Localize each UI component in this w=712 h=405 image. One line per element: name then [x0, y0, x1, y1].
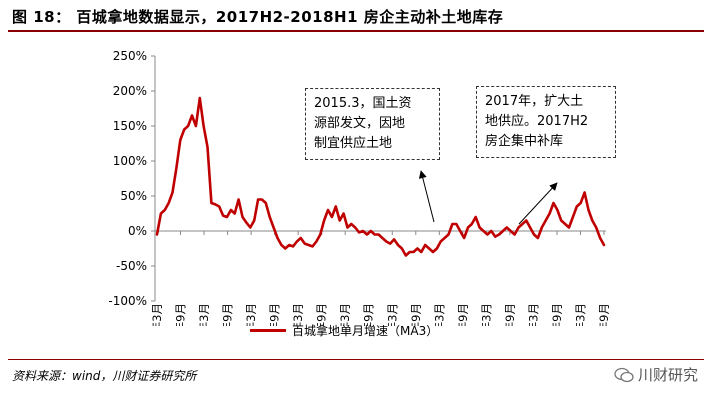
x-tick-label: 2011年3月: [244, 303, 258, 326]
x-tick-label: 2015年3月: [432, 303, 446, 326]
y-tick-label: 0%: [128, 224, 147, 238]
figure-title: 图 18： 百城拿地数据显示，2017H2-2018H1 房企主动补土地库存: [12, 8, 504, 26]
y-tick-label: 250%: [113, 49, 147, 63]
x-tick-label: 2012年3月: [291, 303, 305, 326]
x-tick-label: 2014年3月: [385, 303, 399, 326]
x-tick-label: 2010年3月: [197, 303, 211, 326]
watermark-text: 川财研究: [637, 366, 698, 384]
x-tick-label: 2017年3月: [526, 303, 540, 326]
x-tick-label: 2014年9月: [409, 303, 423, 326]
x-tick-label: 2010年9月: [221, 303, 235, 326]
x-tick-label: 2016年3月: [479, 303, 493, 326]
footer-divider: [8, 359, 704, 360]
legend-swatch: [250, 329, 286, 332]
wechat-icon: [614, 367, 634, 382]
watermark: 川财研究: [614, 364, 698, 385]
series-line: [155, 96, 606, 257]
chart-legend: 百城拿地单月增速（MA3）: [250, 322, 438, 339]
x-tick-label: 2011年9月: [268, 303, 282, 326]
title-divider: [8, 30, 704, 32]
x-tick-label: 2013年9月: [362, 303, 376, 326]
x-tick-label: 2015年9月: [456, 303, 470, 326]
annotation-arrow-2017: [518, 182, 558, 225]
line-chart: -100% -50% 0% 50% 100% 150% 200% 250% 2009年3月 200…: [108, 49, 611, 326]
y-tick-label: 150%: [113, 119, 147, 133]
annotation-2015-policy: 2015.3，国土资 源部发文，因地 制宜供应土地: [305, 88, 440, 160]
x-tick-label: 2018年3月: [573, 303, 587, 326]
x-tick-label: 2018年9月: [597, 303, 611, 326]
y-tick-label: -100%: [108, 294, 147, 308]
x-tick-label: 2017年9月: [550, 303, 564, 326]
x-tick-label: 2013年3月: [338, 303, 352, 326]
y-tick-label: 50%: [120, 189, 147, 203]
source-note: 资料来源：wind，川财证券研究所: [12, 369, 197, 383]
y-tick-label: 100%: [113, 154, 147, 168]
legend-label: 百城拿地单月增速（MA3）: [292, 324, 439, 338]
x-tick-label: 2012年9月: [315, 303, 329, 326]
annotation-arrow-2015: [418, 170, 435, 223]
x-tick-label: 2016年9月: [503, 303, 517, 326]
annotation-2017-supply: 2017年，扩大土 地供应。2017H2 房企集中补库: [476, 86, 616, 158]
x-tick-label: 2009年9月: [174, 303, 188, 326]
y-tick-label: -50%: [116, 259, 147, 273]
x-tick-label: 2009年3月: [150, 303, 164, 326]
y-tick-label: 200%: [113, 84, 147, 98]
